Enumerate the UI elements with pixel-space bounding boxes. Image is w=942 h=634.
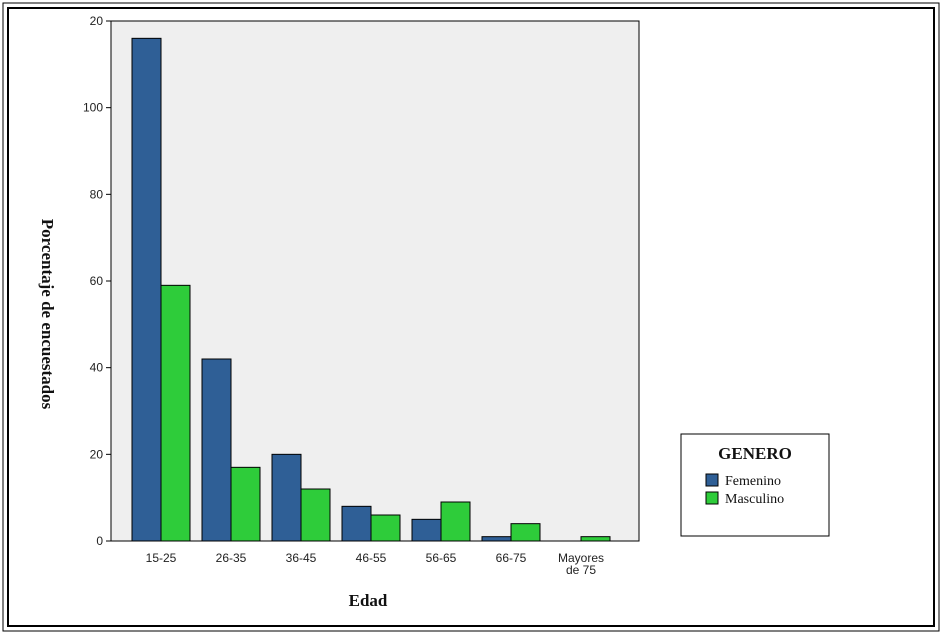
inner-border	[7, 7, 935, 627]
bar-masculino-3	[370, 514, 401, 542]
legend-swatch-femenino	[705, 473, 719, 487]
legend-swatch-masculino	[705, 491, 719, 505]
bars-group	[131, 37, 611, 542]
x-tick-label: 36-45	[286, 551, 317, 565]
x-tick-label: 15-25	[146, 551, 177, 565]
legend-label-masculino: Masculino	[725, 492, 784, 507]
y-axis-title: Porcentaje de encuestados	[38, 219, 57, 410]
bar-femenino-0	[131, 37, 162, 542]
x-tick-label-line: 66-75	[496, 551, 527, 565]
legend: GENERO Femenino Masculino	[680, 433, 830, 537]
y-tick-label: 80	[90, 187, 104, 201]
plot-area	[110, 20, 640, 542]
y-tick-label: 20	[90, 447, 104, 461]
x-tick-label: 66-75	[496, 551, 527, 565]
x-tick-label: Mayores de 75	[558, 551, 604, 577]
x-axis-title: Edad	[349, 591, 388, 610]
bar-masculino-4	[440, 501, 471, 542]
bar-masculino-2	[300, 488, 331, 542]
x-tick-label-line: 26-35	[216, 551, 247, 565]
x-tick-label: 26-35	[216, 551, 247, 565]
y-tick-label: 60	[90, 274, 104, 288]
x-tick-label-line: de 75	[566, 563, 596, 577]
x-tick-label: 46-55	[356, 551, 387, 565]
bar-femenino-3	[341, 505, 372, 542]
bar-masculino-5	[510, 523, 541, 542]
bar-masculino-6	[580, 536, 611, 542]
bar-femenino-1	[201, 358, 232, 542]
x-tick-label-line: 56-65	[426, 551, 457, 565]
x-tick-label: 56-65	[426, 551, 457, 565]
y-tick-label: 40	[90, 361, 104, 375]
legend-label-femenino: Femenino	[725, 474, 781, 489]
bar-masculino-1	[230, 466, 261, 542]
y-tick-label: 20	[90, 14, 104, 28]
x-tick-label-line: Mayores	[558, 551, 604, 565]
bar-masculino-0	[160, 284, 191, 542]
bar-femenino-4	[411, 518, 442, 542]
x-axis-tick-labels: 15-25 26-35 36-45 46-55 56-65 66-75 Mayores de …	[146, 551, 604, 577]
y-axis-ticks: 0 20 40 60 80 100 20	[83, 14, 111, 548]
y-tick-label: 100	[83, 101, 103, 115]
x-tick-label-line: 36-45	[286, 551, 317, 565]
x-tick-label-line: 15-25	[146, 551, 177, 565]
bar-femenino-5	[481, 536, 512, 542]
y-tick-label: 0	[96, 534, 103, 548]
legend-title: GENERO	[718, 444, 792, 463]
bar-femenino-2	[271, 453, 302, 542]
x-tick-label-line: 46-55	[356, 551, 387, 565]
